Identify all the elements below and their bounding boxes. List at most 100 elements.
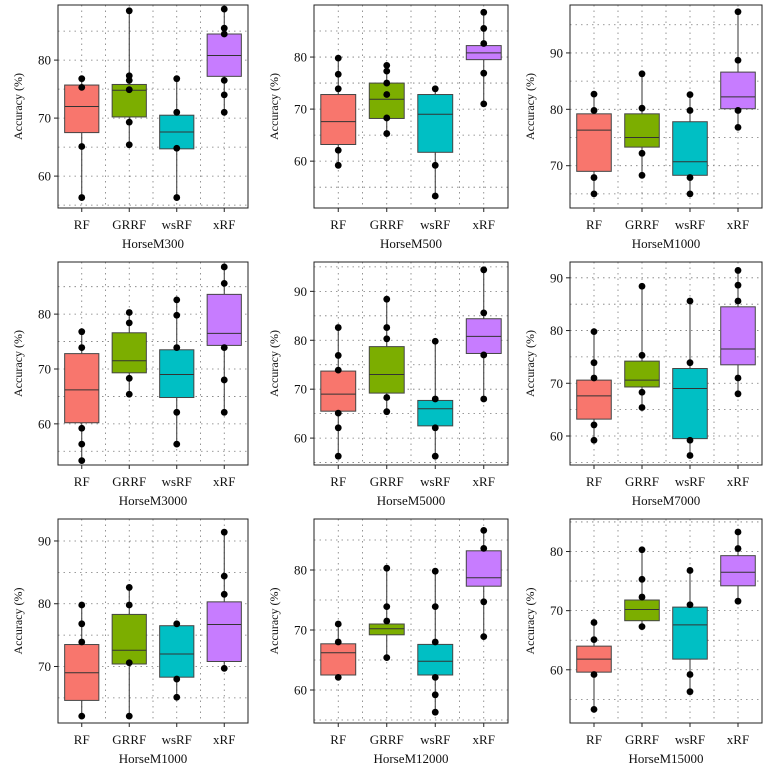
data-point bbox=[220, 664, 228, 672]
box-xrf bbox=[720, 306, 756, 366]
y-axis-label: Accuracy (%) bbox=[11, 73, 25, 140]
data-point bbox=[734, 528, 742, 536]
data-point bbox=[220, 572, 228, 580]
plot-frame bbox=[57, 4, 249, 209]
plot-frame bbox=[57, 261, 249, 466]
data-point bbox=[734, 107, 742, 114]
chart-panel: 60 70 80 RF GRRF wsRF xRF HorseM12000 Accuracy (… bbox=[267, 518, 509, 766]
data-point bbox=[125, 584, 133, 591]
box-xrf bbox=[720, 71, 756, 110]
data-point bbox=[734, 297, 742, 305]
data-point bbox=[173, 108, 181, 116]
y-tick-label: 80 bbox=[550, 102, 563, 117]
y-tick-label: 70 bbox=[550, 158, 563, 173]
x-tick-label: RF bbox=[74, 217, 90, 232]
data-point bbox=[383, 335, 391, 343]
data-point bbox=[590, 636, 598, 644]
box-wsrf bbox=[159, 625, 195, 678]
data-point bbox=[734, 390, 742, 398]
x-tick-label: RF bbox=[330, 474, 346, 489]
data-point bbox=[334, 146, 342, 154]
x-tick-label: xRF bbox=[473, 732, 495, 747]
data-point bbox=[220, 91, 228, 99]
x-tick-label: xRF bbox=[213, 217, 235, 232]
chart-title: HorseM300 bbox=[122, 236, 184, 251]
data-point bbox=[734, 281, 742, 289]
data-point bbox=[334, 85, 342, 93]
data-point bbox=[125, 601, 133, 609]
y-axis-label: Accuracy (%) bbox=[11, 330, 25, 397]
data-point bbox=[220, 408, 228, 416]
y-tick-label: 70 bbox=[294, 623, 307, 638]
data-point bbox=[220, 590, 228, 598]
x-tick-label: GRRF bbox=[625, 732, 659, 747]
data-point bbox=[78, 620, 86, 628]
data-point bbox=[734, 8, 742, 16]
box-grrf bbox=[368, 623, 405, 636]
chart-panel: 60 70 80 90 RF GRRF wsRF xRF HorseM7000 Accuracy … bbox=[523, 261, 763, 508]
data-point bbox=[431, 708, 439, 716]
data-point bbox=[173, 693, 181, 701]
data-point bbox=[334, 424, 342, 432]
data-point bbox=[78, 143, 86, 150]
data-point bbox=[334, 620, 342, 628]
data-point bbox=[334, 352, 342, 359]
data-point bbox=[734, 545, 742, 552]
box-wsrf bbox=[672, 121, 708, 176]
data-point bbox=[220, 108, 228, 116]
data-point bbox=[480, 69, 488, 77]
data-point bbox=[480, 351, 488, 359]
y-tick-label: 80 bbox=[550, 544, 563, 559]
y-tick-label: 60 bbox=[550, 662, 563, 677]
data-point bbox=[78, 424, 86, 432]
data-point bbox=[78, 75, 86, 83]
y-tick-label: 80 bbox=[38, 307, 51, 322]
y-tick-label: 90 bbox=[38, 533, 51, 548]
x-tick-label: GRRF bbox=[625, 217, 659, 232]
data-point bbox=[480, 40, 488, 47]
data-point bbox=[383, 91, 391, 98]
data-point bbox=[78, 344, 86, 351]
y-tick-label: 70 bbox=[38, 111, 51, 126]
y-axis-label: Accuracy (%) bbox=[523, 330, 537, 397]
chart-title: HorseM5000 bbox=[377, 493, 446, 508]
data-point bbox=[590, 328, 598, 335]
data-point bbox=[78, 457, 86, 465]
data-point bbox=[220, 77, 228, 84]
x-tick-label: RF bbox=[586, 474, 602, 489]
data-point bbox=[686, 601, 694, 609]
x-tick-label: wsRF bbox=[420, 732, 450, 747]
data-point bbox=[125, 86, 133, 94]
chart-panel: 60 70 80 RF GRRF wsRF xRF HorseM300 Accuracy (%) bbox=[11, 4, 249, 251]
data-point bbox=[78, 712, 86, 720]
data-point bbox=[173, 675, 181, 683]
data-point bbox=[383, 617, 391, 625]
y-axis-label: Accuracy (%) bbox=[523, 588, 537, 655]
plot-frame bbox=[569, 261, 763, 466]
box-wsrf bbox=[417, 399, 454, 427]
data-point bbox=[78, 638, 86, 646]
data-point bbox=[590, 671, 598, 678]
y-tick-label: 60 bbox=[38, 169, 51, 184]
data-point bbox=[220, 279, 228, 287]
y-axis-label: Accuracy (%) bbox=[267, 330, 281, 397]
data-point bbox=[220, 30, 228, 38]
x-tick-label: wsRF bbox=[675, 732, 705, 747]
data-point bbox=[125, 118, 133, 126]
data-point bbox=[431, 638, 439, 646]
data-point bbox=[638, 351, 646, 359]
data-point bbox=[78, 440, 86, 448]
x-tick-label: GRRF bbox=[112, 732, 146, 747]
box-rf bbox=[576, 379, 612, 420]
data-point bbox=[480, 100, 488, 108]
data-point bbox=[334, 324, 342, 331]
data-point bbox=[431, 603, 439, 610]
data-point bbox=[173, 194, 181, 201]
data-point bbox=[686, 671, 694, 678]
chart-title: HorseM1000 bbox=[632, 236, 701, 251]
chart-panel: 60 70 80 90 RF GRRF wsRF xRF HorseM5000 Accuracy … bbox=[267, 261, 509, 508]
box-xrf bbox=[720, 555, 756, 587]
x-tick-label: GRRF bbox=[370, 732, 404, 747]
data-point bbox=[590, 374, 598, 382]
